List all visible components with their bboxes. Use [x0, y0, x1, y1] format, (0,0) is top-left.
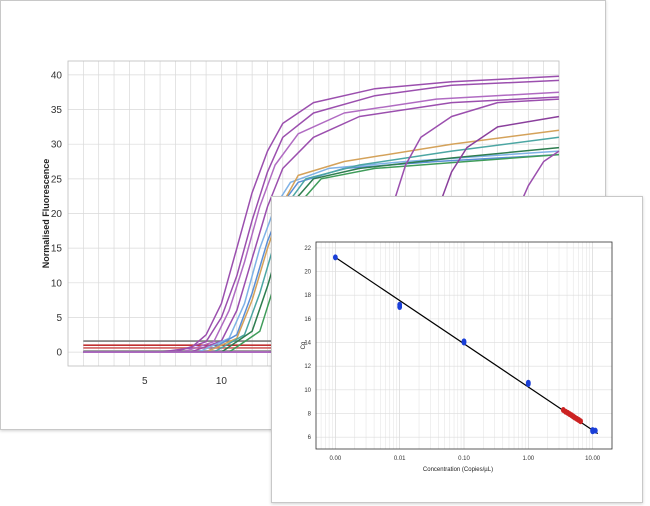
std-y-tick-label: 10	[304, 388, 311, 394]
amp-baselines	[83, 340, 283, 352]
std-x-tick-label: 0.01	[394, 456, 406, 462]
amp-series-line	[83, 79, 560, 353]
std-data-point	[461, 339, 467, 346]
amp-y-tick-label: 15	[51, 244, 63, 255]
std-y-tick-label: 22	[304, 246, 311, 252]
amp-series-line	[83, 150, 560, 353]
amp-y-axis-label: Normalised Fluorescence	[41, 159, 51, 269]
amp-y-tick-label: 0	[56, 348, 62, 359]
amp-series-line	[83, 75, 560, 353]
amp-x-tick-label: 10	[216, 376, 228, 387]
std-series-0	[332, 254, 598, 435]
std-grid	[315, 242, 613, 449]
amp-y-tick-label: 20	[51, 209, 63, 220]
std-data-point	[525, 380, 531, 387]
std-y-axis-label: Cq	[301, 342, 307, 350]
amp-y-tick-label: 10	[51, 278, 63, 289]
standard-curve-panel: 6 8 10 12 14 16 18 20 22 0.00 0.01 0.10 1.00 10.00 Con…	[271, 196, 643, 503]
std-data-point	[397, 304, 403, 311]
amp-series-line	[83, 91, 560, 353]
std-x-tick-label: 10.00	[585, 456, 601, 462]
std-y-tick-label: 18	[304, 293, 311, 299]
std-series-1	[560, 406, 584, 425]
amp-y-tick-label: 25	[51, 174, 63, 185]
std-data-point	[578, 418, 584, 425]
std-y-tick-label: 8	[308, 412, 312, 418]
std-y-tick-label: 12	[304, 364, 311, 370]
std-plot-area	[315, 241, 613, 450]
std-fit-line	[335, 256, 599, 435]
standard-curve-plot: 6 8 10 12 14 16 18 20 22 0.00 0.01 0.10 1.00 10.00 Con…	[301, 241, 613, 473]
amp-y-tick-label: 40	[51, 70, 63, 81]
std-y-tick-label: 20	[304, 270, 311, 276]
amp-y-tick-label: 5	[56, 313, 62, 324]
std-y-tick-label: 16	[304, 317, 311, 323]
std-y-tick-label: 14	[304, 341, 311, 347]
amp-y-tick-label: 30	[51, 140, 63, 151]
std-y-tick-label: 6	[308, 435, 312, 441]
std-x-tick-label: 0.10	[458, 456, 470, 462]
std-x-tick-label: 1.00	[522, 456, 534, 462]
std-data-point	[332, 254, 338, 261]
amp-series-line	[83, 96, 560, 353]
std-x-tick-label: 0.00	[330, 456, 342, 462]
std-x-axis-label: Concentration (Copies/µL)	[423, 467, 493, 473]
amp-y-tick-label: 35	[51, 105, 63, 116]
amp-x-tick-label: 5	[142, 376, 148, 387]
std-data-point	[592, 427, 598, 434]
